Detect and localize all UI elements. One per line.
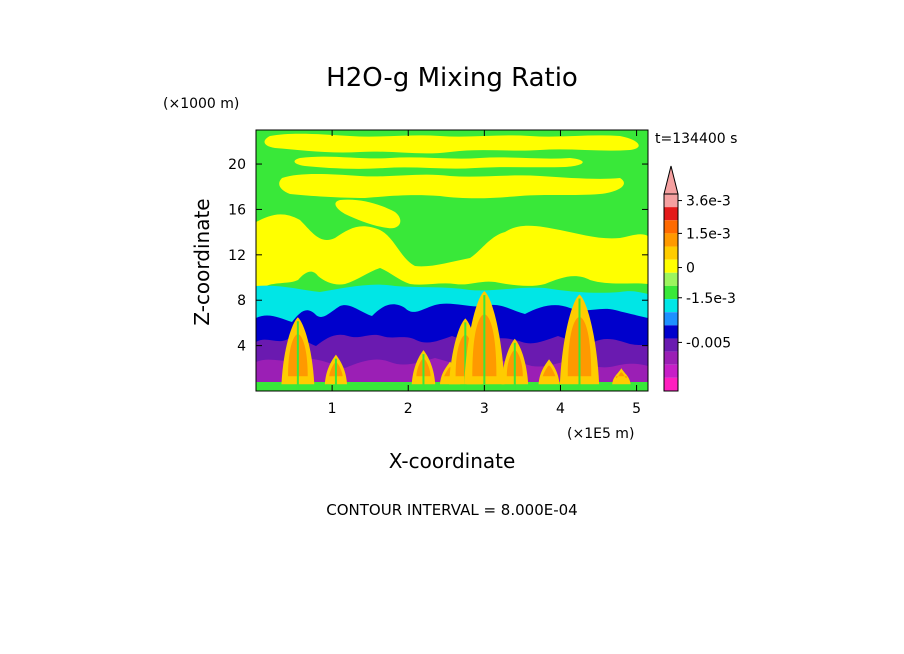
plume-outer — [612, 368, 631, 385]
colorbar-swatch — [664, 312, 678, 326]
colorbar-label: -1.5e-3 — [686, 291, 736, 307]
colorbar-swatch — [664, 220, 678, 234]
colorbar-label: 3.6e-3 — [686, 194, 731, 210]
field-upper-band-2 — [264, 133, 639, 154]
colorbar-label: 1.5e-3 — [686, 226, 731, 242]
x-tick-label: 2 — [404, 401, 413, 417]
colorbar-swatch — [664, 246, 678, 260]
contour-interval-note: CONTOUR INTERVAL = 8.000E-04 — [326, 501, 577, 519]
colorbar-swatch — [664, 351, 678, 365]
x-axis: 1 2 3 4 5 — [328, 130, 641, 417]
colorbar-arrow — [663, 165, 679, 195]
plot-area — [256, 130, 648, 391]
field-upper-band-1 — [279, 174, 624, 199]
colorbar-swatch — [664, 272, 678, 286]
colorbar-label: -0.005 — [686, 335, 731, 351]
colorbar-swatch — [664, 285, 678, 300]
colorbar-swatch — [664, 259, 678, 273]
plume-core — [542, 365, 556, 377]
colorbar-swatch — [664, 207, 678, 221]
convective-plumes — [281, 291, 631, 391]
colorbar-swatch — [664, 377, 678, 391]
colorbar-swatch — [664, 233, 678, 247]
plot-frame — [255, 129, 649, 392]
y-tick-label: 20 — [228, 157, 246, 173]
x-unit-label: (×1E5 m) — [567, 426, 634, 442]
chart-title: H2O-g Mixing Ratio — [326, 63, 578, 93]
x-tick-label: 1 — [328, 401, 337, 417]
x-tick-label: 5 — [632, 401, 641, 417]
y-tick-label: 4 — [237, 339, 246, 355]
colorbar-swatch — [664, 338, 678, 352]
y-axis-label: Z-coordinate — [190, 198, 214, 325]
y-tick-label: 12 — [228, 248, 246, 264]
y-axis: 4 8 12 16 20 — [228, 157, 648, 355]
colorbar-swatch — [664, 194, 678, 208]
x-axis-label: X-coordinate — [389, 449, 516, 473]
x-tick-label: 3 — [480, 401, 489, 417]
field-upper-band-3 — [294, 156, 583, 169]
colorbar-swatch — [664, 299, 678, 313]
y-tick-label: 16 — [228, 202, 246, 218]
x-tick-label: 4 — [556, 401, 565, 417]
colorbar-swatch — [664, 364, 678, 378]
colorbar-frame — [663, 193, 679, 392]
field-surface-layer — [256, 382, 648, 391]
time-label: t=134400 s — [655, 131, 737, 147]
colorbar: 3.6e-3 1.5e-3 0 -1.5e-3 -0.005 — [663, 165, 736, 392]
y-unit-label: (×1000 m) — [163, 96, 239, 112]
field-upper-band-4 — [335, 199, 401, 229]
plume-core — [615, 372, 627, 379]
field-upper-moist — [256, 214, 648, 288]
colorbar-label: 0 — [686, 261, 695, 277]
y-tick-label: 8 — [237, 293, 246, 309]
colorbar-swatch — [664, 325, 678, 339]
